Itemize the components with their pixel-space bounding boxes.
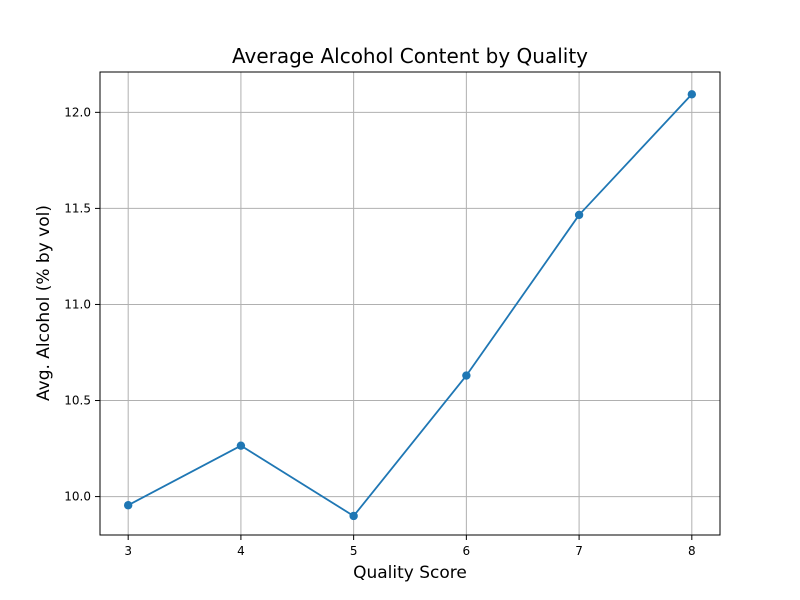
- y-tick-label: 11.0: [64, 297, 91, 311]
- x-tick-label: 4: [237, 544, 245, 558]
- y-tick-label: 10.5: [64, 394, 91, 408]
- x-tick-label: 8: [688, 544, 696, 558]
- data-point: [574, 210, 584, 220]
- y-tick-label: 10.0: [64, 490, 91, 504]
- x-tick-label: 7: [575, 544, 583, 558]
- y-axis-label: Avg. Alcohol (% by vol): [34, 205, 54, 401]
- x-tick-label: 5: [350, 544, 358, 558]
- chart-title: Average Alcohol Content by Quality: [232, 44, 588, 68]
- plot-frame: [99, 71, 721, 536]
- y-tick-label: 12.0: [64, 105, 91, 119]
- x-axis-label: Quality Score: [353, 563, 467, 583]
- series-line: [127, 93, 693, 517]
- x-tick-label: 3: [124, 544, 132, 558]
- grid-lines: [100, 72, 720, 535]
- x-axis-ticks: 3 4 5 6 7 8: [124, 535, 696, 558]
- data-point: [349, 511, 358, 521]
- y-tick-label: 11.5: [64, 201, 91, 215]
- data-point: [462, 371, 471, 380]
- x-tick-label: 6: [463, 544, 471, 558]
- data-point: [123, 501, 133, 510]
- y-axis-ticks: 10.0 10.5 11.0 11.5 12.0: [64, 105, 100, 504]
- data-point: [687, 90, 697, 99]
- series-layer: [123, 90, 697, 521]
- data-point: [236, 441, 246, 450]
